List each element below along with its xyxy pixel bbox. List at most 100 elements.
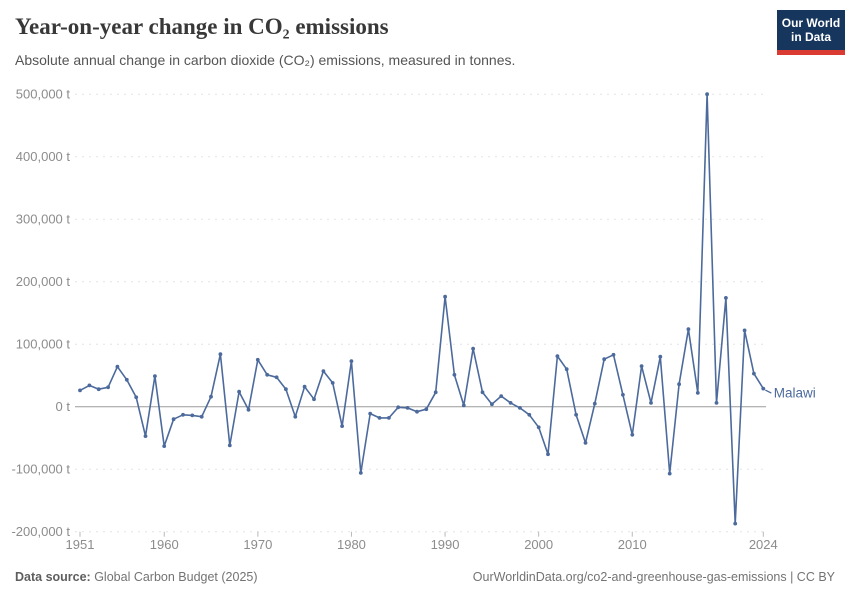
data-point (143, 434, 148, 438)
data-point (461, 403, 466, 408)
data-point (658, 354, 663, 359)
data-point (265, 372, 270, 377)
data-point (415, 409, 419, 414)
data-point (106, 385, 110, 390)
data-point (330, 381, 335, 385)
data-point (246, 407, 251, 412)
data-point (508, 401, 513, 405)
data-point (733, 521, 738, 526)
data-point (621, 392, 625, 397)
data-point (181, 412, 185, 417)
data-point (134, 395, 139, 400)
data-point (490, 402, 494, 407)
data-point (649, 401, 653, 405)
chart-subtitle: Absolute annual change in carbon dioxide… (15, 52, 516, 68)
data-point (752, 371, 756, 376)
data-point (274, 375, 279, 380)
data-point (677, 382, 681, 387)
data-point (499, 394, 504, 398)
data-point (396, 405, 401, 410)
series-label: Malawi (774, 386, 816, 401)
data-point (742, 328, 747, 333)
data-point (761, 386, 766, 391)
data-point (583, 441, 588, 445)
data-point (574, 412, 578, 417)
data-point (724, 296, 728, 300)
x-axis-tick-label: 1970 (243, 537, 272, 552)
y-axis-tick-label: 100,000 t (16, 337, 71, 352)
data-point (695, 391, 700, 395)
data-point (171, 417, 176, 422)
owid-logo-line2: in Data (790, 30, 831, 45)
data-source-text: Global Carbon Budget (2025) (90, 570, 258, 584)
data-point (368, 411, 373, 416)
data-point (714, 401, 719, 405)
data-point (564, 367, 569, 372)
data-point (199, 414, 204, 419)
data-point (115, 364, 120, 369)
data-point (433, 390, 438, 395)
data-point (218, 352, 223, 357)
chart-footer: Data source: Global Carbon Budget (2025)… (15, 570, 835, 584)
data-point (78, 388, 82, 393)
data-source-label: Data source: (15, 570, 91, 584)
footer-link[interactable]: OurWorldinData.org/co2-and-greenhouse-ga… (472, 570, 835, 584)
data-point (349, 359, 354, 363)
data-point (237, 389, 242, 394)
data-point (377, 416, 382, 420)
data-point (443, 294, 447, 299)
x-axis-tick-label: 1960 (150, 537, 179, 552)
data-point (405, 406, 410, 410)
owid-logo-text: Our World in Data (777, 10, 845, 50)
data-point (162, 444, 167, 448)
x-axis-tick-label: 2024 (749, 537, 778, 552)
data-point (124, 377, 129, 382)
data-point (452, 372, 457, 377)
data-point (424, 407, 429, 412)
data-point (630, 432, 635, 437)
data-point (480, 390, 485, 395)
y-axis-tick-label: 500,000 t (16, 87, 71, 102)
data-point (284, 387, 288, 392)
y-axis-tick-label: 400,000 t (16, 149, 71, 164)
data-point (602, 357, 607, 362)
data-point (293, 414, 298, 419)
data-point (705, 92, 709, 97)
data-point (96, 387, 101, 392)
series-label-connector (765, 389, 772, 394)
data-point (255, 357, 260, 362)
x-axis-tick-label: 1951 (66, 537, 95, 552)
y-axis-tick-label: 0 t (56, 399, 71, 414)
data-point (527, 412, 532, 417)
data-point (153, 374, 157, 378)
data-point (546, 452, 550, 457)
data-point (321, 369, 326, 373)
x-axis-tick-label: 1990 (431, 537, 460, 552)
data-point (358, 471, 363, 475)
data-point (536, 425, 541, 430)
data-point (555, 354, 560, 358)
malawi-line (79, 93, 764, 525)
owid-logo-red-bar (777, 49, 845, 55)
data-point (302, 384, 307, 389)
data-point (639, 364, 644, 368)
owid-logo-line1: Our World (781, 16, 841, 30)
data-point (686, 327, 691, 332)
chart-title: Year-on-year change in CO₂ emissions (15, 14, 389, 39)
data-point (611, 352, 616, 357)
data-point (518, 406, 522, 410)
owid-logo[interactable]: Our World in Data (777, 10, 845, 55)
y-axis-tick-label: -100,000 t (11, 462, 70, 477)
x-axis-tick-label: 1980 (337, 537, 366, 552)
data-point (312, 397, 316, 402)
data-point (190, 413, 195, 418)
data-point (227, 443, 232, 448)
data-point (387, 416, 391, 420)
y-axis-tick-label: 300,000 t (16, 212, 71, 227)
data-point (340, 424, 344, 428)
y-axis-tick-label: 200,000 t (16, 274, 71, 289)
x-axis-tick-label: 2010 (618, 537, 647, 552)
data-source: Data source: Global Carbon Budget (2025) (15, 570, 258, 584)
